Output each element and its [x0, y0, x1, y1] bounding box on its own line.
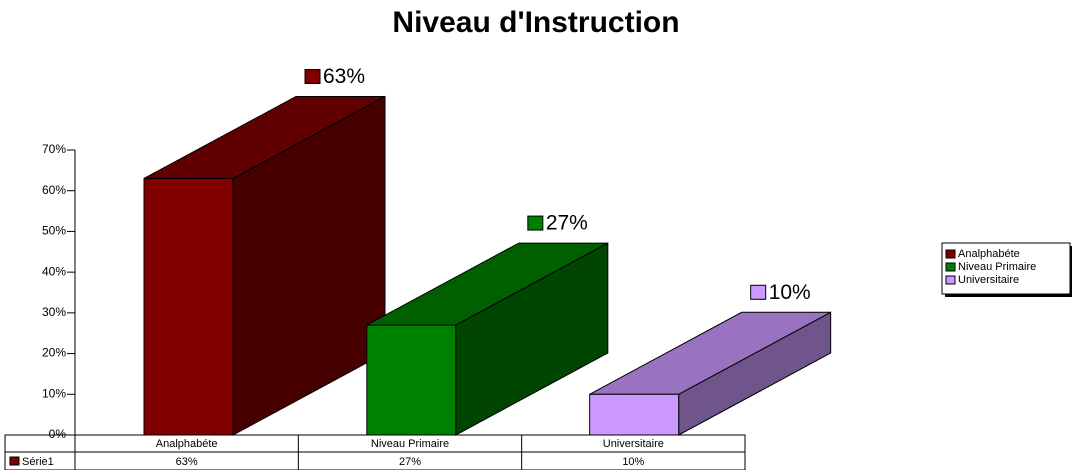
table-swatch [9, 456, 20, 466]
value-label: 10% [769, 281, 811, 304]
y-tick-label: 60% [42, 183, 66, 197]
legend-label: Analphabéte [958, 248, 1020, 260]
legend [941, 242, 1071, 295]
legend-swatch [945, 275, 956, 285]
value-label-swatch [527, 215, 544, 231]
y-tick-label: 70% [42, 142, 66, 156]
value-label: 27% [546, 212, 588, 235]
bar [143, 178, 234, 436]
y-tick-label: 30% [42, 305, 66, 319]
x-tick-label: Niveau Primaire [371, 438, 449, 450]
series-name: Série1 [22, 456, 54, 468]
legend-label: Universitaire [958, 274, 1019, 286]
value-label: 63% [323, 65, 365, 88]
legend-label: Niveau Primaire [958, 261, 1036, 273]
x-tick-label: Universitaire [603, 438, 664, 450]
y-tick-label: 0% [49, 427, 67, 441]
value-label-swatch [750, 284, 767, 300]
y-tick-label: 40% [42, 264, 66, 278]
chart-title: Niveau d'Instruction [392, 6, 679, 39]
bar [366, 324, 457, 436]
table-value: 63% [176, 456, 198, 468]
legend-swatch [945, 262, 956, 272]
table-value: 27% [399, 456, 421, 468]
value-label-swatch [304, 69, 321, 84]
y-tick-label: 10% [42, 386, 66, 400]
bar [589, 393, 680, 436]
x-tick-label: Analphabéte [156, 438, 218, 450]
legend-swatch [945, 249, 956, 259]
y-tick-label: 50% [42, 224, 66, 238]
y-tick-label: 20% [42, 346, 66, 360]
table-value: 10% [622, 456, 644, 468]
